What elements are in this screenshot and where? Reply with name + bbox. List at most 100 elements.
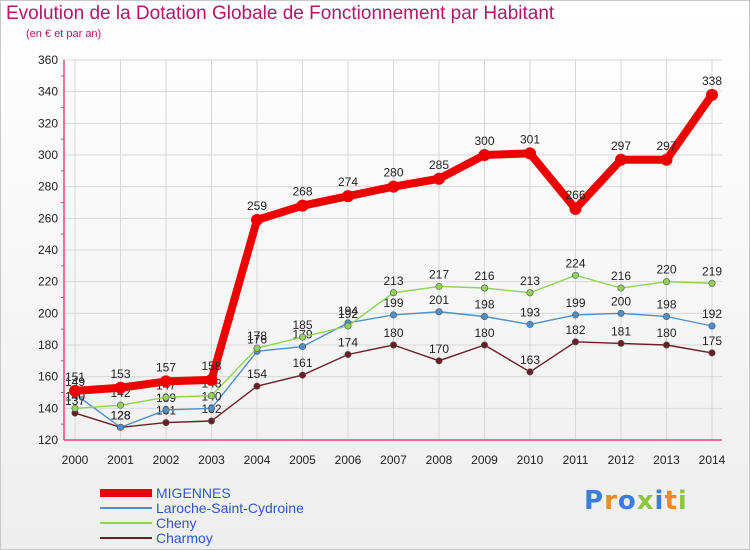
data-label: 259 <box>247 199 267 213</box>
data-point <box>571 271 579 279</box>
data-point <box>480 341 488 349</box>
data-label: 178 <box>247 329 267 343</box>
data-point <box>524 147 536 160</box>
data-label: 201 <box>429 293 449 307</box>
x-tick-label: 2006 <box>335 453 362 467</box>
data-label: 153 <box>110 367 130 381</box>
legend-swatch <box>100 537 152 539</box>
data-label: 163 <box>520 353 540 367</box>
data-point <box>706 88 718 101</box>
data-point <box>435 357 443 365</box>
data-label: 199 <box>565 296 585 310</box>
data-point <box>571 311 579 319</box>
x-tick-label: 2004 <box>244 453 271 467</box>
legend-item: Laroche-Saint-Cydroine <box>100 500 304 516</box>
legend-label: Charmoy <box>156 530 213 546</box>
data-label: 217 <box>429 267 449 281</box>
x-tick-label: 2012 <box>608 453 635 467</box>
data-label: 128 <box>110 408 130 422</box>
data-point <box>389 311 397 319</box>
data-point <box>162 393 170 401</box>
proxiti-logo: Proxiti <box>584 486 688 516</box>
data-label: 151 <box>65 370 85 384</box>
data-label: 175 <box>702 334 722 348</box>
data-point <box>162 406 170 414</box>
x-tick-label: 2009 <box>471 453 498 467</box>
data-label: 170 <box>429 342 449 356</box>
data-label: 154 <box>247 367 267 381</box>
data-label: 213 <box>383 274 403 288</box>
logo-letter: o <box>617 486 637 516</box>
logo-letter: r <box>604 486 618 516</box>
x-tick-label: 2011 <box>563 453 589 467</box>
data-point <box>615 153 627 166</box>
data-point <box>526 289 534 297</box>
legend-label: MIGENNES <box>156 485 231 501</box>
data-label: 192 <box>702 307 722 321</box>
data-point <box>480 284 488 292</box>
data-label: 266 <box>565 188 585 202</box>
data-point <box>662 278 670 286</box>
y-tick-label: 220 <box>38 275 58 289</box>
data-label: 149 <box>65 375 85 389</box>
data-point <box>662 312 670 320</box>
data-label: 219 <box>702 264 722 278</box>
data-label: 280 <box>383 166 403 180</box>
x-tick-label: 2000 <box>62 453 89 467</box>
legend-item: MIGENNES <box>100 485 231 501</box>
data-label: 285 <box>429 158 449 172</box>
data-point <box>526 320 534 328</box>
logo-letter: t <box>664 486 678 516</box>
data-point <box>660 153 673 166</box>
chart-subtitle: (en € et par an) <box>26 28 102 40</box>
x-tick-label: 2010 <box>517 453 544 467</box>
y-tick-label: 240 <box>38 243 58 257</box>
y-tick-label: 120 <box>38 433 58 447</box>
data-label: 216 <box>474 269 494 283</box>
data-point <box>708 279 716 287</box>
data-label: 297 <box>656 139 676 153</box>
data-label: 161 <box>292 356 312 370</box>
y-tick-label: 180 <box>38 338 58 352</box>
data-point <box>117 423 125 431</box>
legend-swatch <box>100 522 152 524</box>
data-point <box>298 343 306 351</box>
data-label: 176 <box>247 332 267 346</box>
data-point <box>208 404 216 412</box>
data-label: 182 <box>565 323 585 337</box>
data-point <box>617 284 625 292</box>
data-label: 198 <box>474 298 494 312</box>
data-point <box>526 368 534 376</box>
y-tick-label: 280 <box>38 180 58 194</box>
data-label: 200 <box>611 294 631 308</box>
data-point <box>114 381 127 394</box>
data-label: 213 <box>520 274 540 288</box>
data-label: 268 <box>292 185 312 199</box>
logo-letter: P <box>584 486 605 516</box>
data-label: 194 <box>338 304 358 318</box>
x-tick-label: 2003 <box>198 453 225 467</box>
legend-swatch <box>100 507 152 509</box>
y-tick-label: 360 <box>38 53 58 67</box>
data-label: 128 <box>110 408 130 422</box>
logo-letter: x <box>636 486 655 516</box>
data-point <box>253 382 261 390</box>
legend-label: Laroche-Saint-Cydroine <box>156 500 304 516</box>
data-point <box>571 338 579 346</box>
data-point <box>208 417 216 425</box>
data-label: 216 <box>611 269 631 283</box>
legend-swatch <box>100 489 152 497</box>
legend-item: Charmoy <box>100 530 213 546</box>
data-point <box>342 190 354 203</box>
data-label: 224 <box>565 256 585 270</box>
data-label: 274 <box>338 175 358 189</box>
data-point <box>433 172 445 185</box>
legend-label: Cheny <box>156 515 197 531</box>
data-label: 192 <box>338 307 358 321</box>
data-label: 297 <box>611 139 631 153</box>
y-tick-label: 320 <box>38 116 58 130</box>
data-point <box>344 350 352 358</box>
data-label: 180 <box>656 326 676 340</box>
data-point <box>205 373 218 386</box>
